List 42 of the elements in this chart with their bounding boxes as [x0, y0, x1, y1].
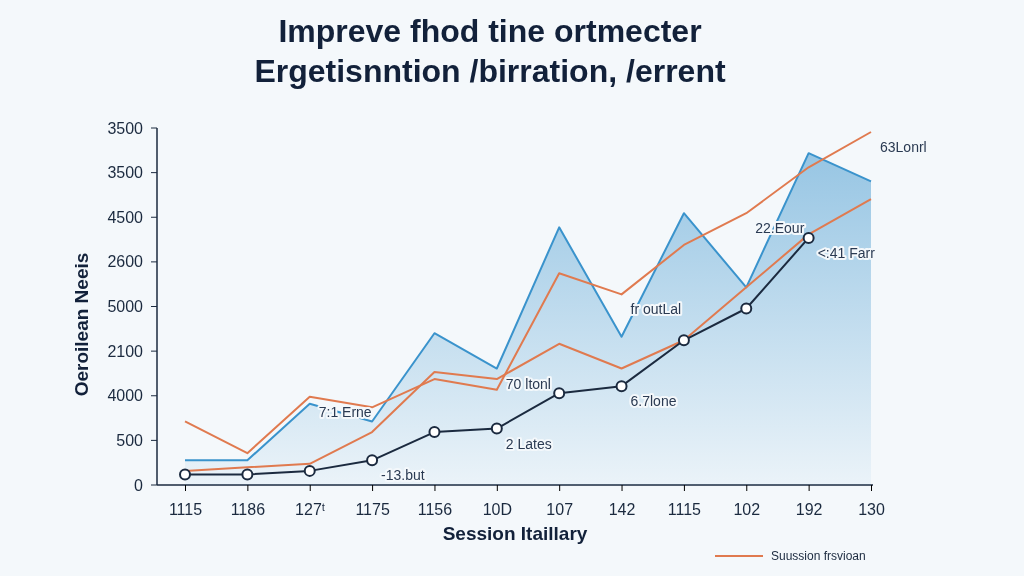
annotation: <:41 Farr	[817, 244, 876, 261]
annotation: -13.but	[381, 467, 425, 484]
text: 2100	[107, 342, 144, 360]
point	[303, 464, 316, 477]
x-tick-label: 1115	[667, 500, 702, 518]
point	[553, 387, 566, 400]
legend-label: Suussion frsvioan	[771, 549, 866, 563]
point	[366, 454, 379, 467]
text: 0	[134, 476, 144, 494]
annotation: 63Lonrl	[880, 139, 927, 155]
text: 500	[116, 431, 144, 449]
point	[241, 468, 254, 481]
text: 3500	[107, 164, 144, 182]
x-tick-label: 107	[546, 500, 574, 518]
text: 3500	[107, 119, 144, 137]
x-tick-label: 127ᵗ	[295, 500, 326, 518]
point	[740, 302, 753, 315]
point	[677, 334, 690, 347]
text: 2600	[107, 253, 144, 271]
x-tick-label: 192	[795, 500, 823, 518]
point	[428, 426, 441, 439]
x-tick-label: 1186	[230, 500, 266, 518]
x-tick-label: 1115	[168, 500, 203, 518]
y-axis-title: Oeroilean Neeis	[71, 252, 92, 397]
x-tick-label: 1175	[355, 500, 390, 518]
point	[802, 231, 815, 244]
annotation: 70 ltonl	[505, 375, 551, 392]
text: 4500	[107, 208, 144, 226]
x-tick-label: 142	[608, 500, 636, 518]
text: 5000	[107, 298, 144, 316]
x-tick-label: 1156	[417, 500, 453, 518]
point	[179, 468, 191, 481]
point	[615, 380, 628, 393]
chart-title: Impreve fhod tine ortmecter Ergetisnntion /birration, /errent	[254, 13, 726, 89]
annotation: 6.7lone	[630, 393, 677, 410]
x-tick-label: 130	[858, 500, 885, 518]
x-axis-title: Session Itaillary	[442, 523, 588, 544]
annotation: 2 Lates	[505, 435, 552, 452]
point	[490, 422, 503, 435]
x-tick-label: 102	[733, 500, 761, 518]
x-tick-label: 10D	[482, 500, 512, 518]
text: 4000	[107, 387, 144, 405]
